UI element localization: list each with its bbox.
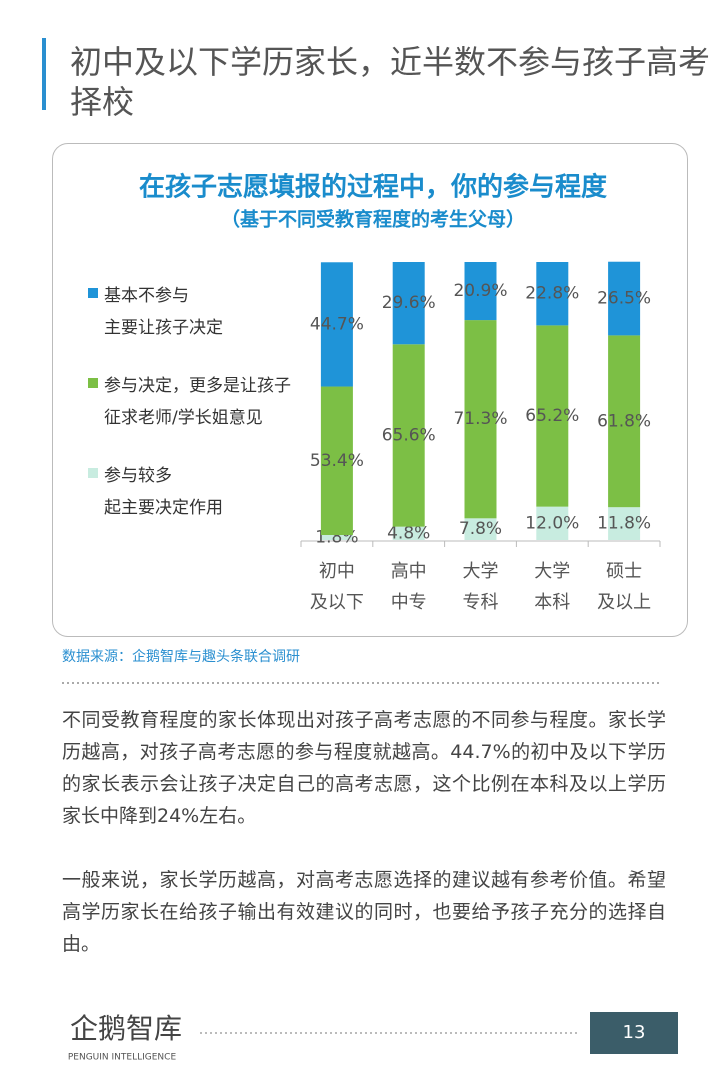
body-text: 不同受教育程度的家长体现出对孩子高考志愿的不同参与程度。家长学历越高，对孩子高考… [62,704,666,992]
value-label: 26.5% [597,289,651,309]
value-label: 61.8% [597,411,651,431]
x-tick-label: 硕士 及以上 [597,561,652,613]
legend-label: 基本不参与 主要让孩子决定 [104,286,223,338]
bar-segment [320,386,353,535]
bar-segment [608,507,641,540]
x-tick-label: 高中 中专 [390,561,427,613]
bar-segment [392,262,425,345]
value-label: 29.6% [382,293,436,313]
value-label: 65.2% [525,406,579,426]
value-label: 53.4% [310,451,364,471]
page-box [590,1012,678,1054]
source: 数据来源：企鹅智库与趣头条联合调研 [62,649,300,665]
legend-swatch [88,468,98,478]
title-bar [42,38,46,110]
legend-label: 参与决定，更多是让孩子 征求老师/学长姐意见 [104,376,291,428]
paragraph: 不同受教育程度的家长体现出对孩子高考志愿的不同参与程度。家长学历越高，对孩子高考… [62,709,666,827]
x-tick-label: 大学 专科 [462,561,499,613]
bar-segment [536,506,569,540]
chart-subtitle: （基于不同受教育程度的考生父母） [221,208,525,231]
paragraph: 一般来说，家长学历越高，对高考志愿选择的建议越有参考价值。希望高学历家长在给孩子… [62,869,666,955]
bar-segment [320,534,353,540]
chart-frame [52,143,688,637]
value-label: 44.7% [310,314,364,334]
chart-title: 在孩子志愿填报的过程中，你的参与程度 [139,172,607,203]
bar-segment [392,526,425,540]
bar-segment [320,262,353,387]
x-tick-label: 初中 及以下 [309,561,364,613]
value-label: 20.9% [453,281,507,301]
bar-segment [464,262,497,321]
legend-swatch [88,288,98,298]
bar-segment [536,262,569,326]
value-label: 22.8% [525,284,579,304]
value-label: 4.8% [387,523,430,543]
logo-sub: PENGUIN INTELLIGENCE [68,1053,177,1063]
legend-swatch [88,378,98,388]
value-label: 65.6% [382,425,436,445]
value-label: 11.8% [597,514,651,534]
legend-label: 参与较多 起主要决定作用 [104,466,223,518]
value-label: 7.8% [459,519,502,539]
bar-segment [392,344,425,527]
value-label: 12.0% [525,513,579,533]
x-tick-label: 大学 本科 [534,561,571,613]
logo: 企鹅智库 [70,1012,182,1045]
bar-segment [536,325,569,507]
page-title: 初中及以下学历家长，近半数不参与孩子高考择校 [70,43,711,121]
bar-segment [464,320,497,519]
bar-segment [464,518,497,540]
bar-segment [608,335,641,508]
page-number: 13 [623,1022,646,1043]
value-label: 71.3% [453,409,507,429]
bar-segment [608,261,641,336]
